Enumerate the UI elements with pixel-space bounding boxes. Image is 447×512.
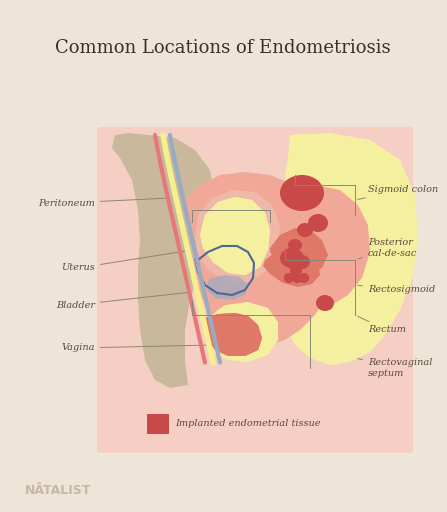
Polygon shape xyxy=(205,313,262,356)
Polygon shape xyxy=(195,190,280,282)
Ellipse shape xyxy=(308,214,328,232)
Ellipse shape xyxy=(292,273,302,283)
Ellipse shape xyxy=(280,248,304,268)
Text: Peritoneum: Peritoneum xyxy=(38,198,167,207)
Text: Implanted endometrial tissue: Implanted endometrial tissue xyxy=(175,419,320,429)
Ellipse shape xyxy=(297,223,313,237)
Text: Rectovaginal
septum: Rectovaginal septum xyxy=(358,358,432,378)
Polygon shape xyxy=(263,248,320,287)
Polygon shape xyxy=(285,185,370,308)
Polygon shape xyxy=(207,275,248,300)
Polygon shape xyxy=(270,228,328,274)
Ellipse shape xyxy=(280,175,324,211)
Text: Rectum: Rectum xyxy=(358,316,406,334)
Text: Sigmoid colon: Sigmoid colon xyxy=(358,185,438,200)
Polygon shape xyxy=(200,197,270,275)
Ellipse shape xyxy=(288,239,302,251)
Ellipse shape xyxy=(316,295,334,311)
Text: Rectosigmoid: Rectosigmoid xyxy=(358,285,435,294)
Polygon shape xyxy=(100,390,410,450)
Ellipse shape xyxy=(290,264,302,276)
Polygon shape xyxy=(205,313,262,356)
Text: Uterus: Uterus xyxy=(61,250,189,272)
Ellipse shape xyxy=(284,273,294,283)
Text: Bladder: Bladder xyxy=(56,292,189,309)
Text: NĀTALIST: NĀTALIST xyxy=(25,483,91,497)
Text: Common Locations of Endometriosis: Common Locations of Endometriosis xyxy=(55,39,391,57)
Ellipse shape xyxy=(294,255,310,269)
Text: Vagina: Vagina xyxy=(62,344,209,352)
Polygon shape xyxy=(112,133,215,388)
FancyBboxPatch shape xyxy=(97,127,413,453)
Polygon shape xyxy=(200,197,270,275)
Ellipse shape xyxy=(299,273,309,283)
Text: Posterior
cal-de-sac: Posterior cal-de-sac xyxy=(358,238,417,259)
Polygon shape xyxy=(205,302,278,362)
Polygon shape xyxy=(185,172,335,345)
FancyBboxPatch shape xyxy=(147,414,169,434)
Polygon shape xyxy=(282,133,418,365)
